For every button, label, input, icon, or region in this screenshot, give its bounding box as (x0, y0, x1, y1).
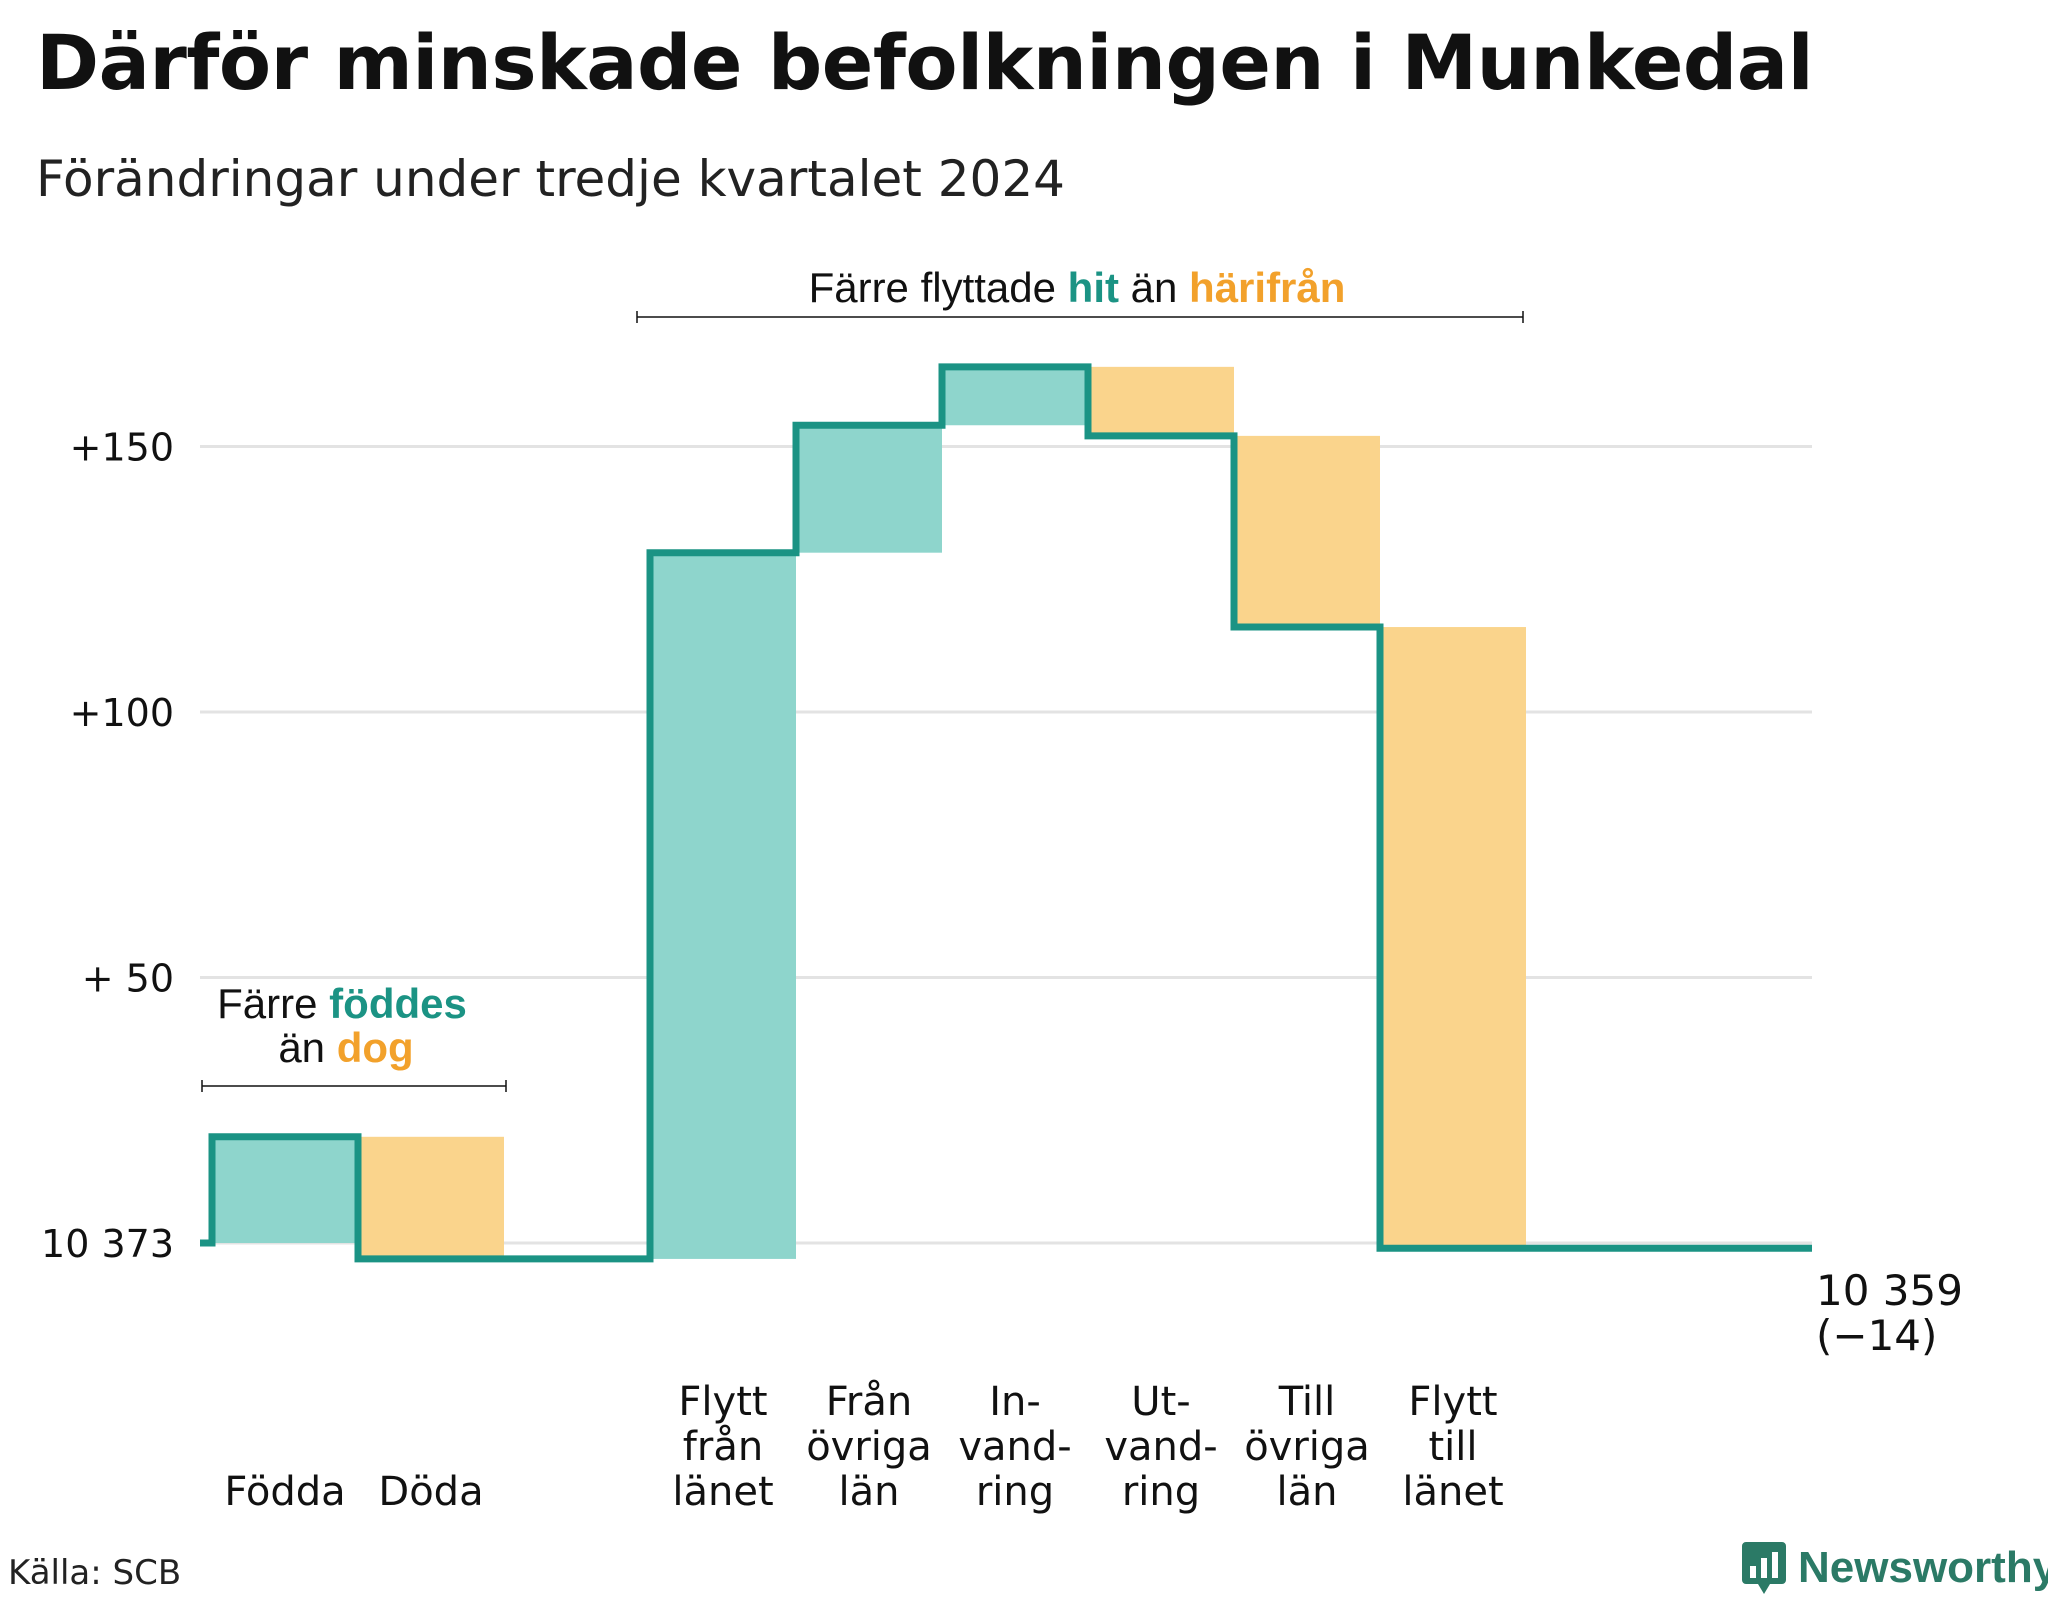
moves-middle: än (1119, 264, 1189, 311)
category-label: Flytt (1408, 1379, 1497, 1425)
category-label: län (839, 1469, 900, 1515)
chart-title: Därför minskade befolkningen i Munkedal (36, 18, 1814, 107)
category-label: till (1428, 1424, 1477, 1470)
category-label: länet (1402, 1469, 1503, 1515)
y-tick-label: +100 (70, 691, 174, 735)
moves-highlight-harifran: härifrån (1189, 264, 1345, 311)
bar-ut--vand--ring (1088, 366, 1234, 436)
category-label: länet (672, 1469, 773, 1515)
bar-från-övriga-län (796, 425, 942, 553)
category-label: In- (989, 1379, 1041, 1425)
end-value-label: 10 359 (1816, 1266, 1963, 1315)
moves-annotation: Färre flyttade hit än härifrån (636, 264, 1524, 323)
source-note: Källa: SCB (8, 1553, 182, 1593)
newsworthy-logo: Newsworthy (1740, 1540, 2048, 1596)
y-tick-label: +150 (70, 426, 174, 470)
y-tick-label: 10 373 (41, 1222, 174, 1266)
category-label: Födda (224, 1469, 345, 1515)
bar-chart-bubble-icon (1742, 1542, 1786, 1594)
net-change-label: (−14) (1816, 1311, 1937, 1360)
bars (212, 366, 1526, 1259)
category-label: län (1277, 1469, 1338, 1515)
logo-text: Newsworthy (1798, 1543, 2048, 1592)
births-prefix: Färre (217, 980, 329, 1027)
category-label: ring (1122, 1469, 1200, 1515)
births-annotation: Färre föddes än dog (201, 980, 507, 1092)
moves-highlight-hit: hit (1068, 264, 1119, 311)
category-label: Ut- (1131, 1379, 1190, 1425)
y-tick-label: + 50 (82, 957, 174, 1001)
category-label: Till (1278, 1379, 1336, 1425)
deaths-highlight: dog (337, 1024, 414, 1071)
category-label: Döda (378, 1469, 483, 1515)
moves-prefix: Färre flyttade (809, 264, 1068, 311)
end-value-labels: 10 359 (−14) (1816, 1266, 1963, 1360)
category-label: övriga (1244, 1424, 1370, 1470)
category-label: vand- (1104, 1424, 1217, 1470)
bar-flytt-från-länet (650, 552, 796, 1259)
bar-till-övriga-län (1234, 435, 1380, 628)
category-label: från (683, 1424, 763, 1470)
running-total-line (200, 363, 1812, 1263)
category-labels: Födda DödaFlyttfrånlänetFrånövrigalänIn-v… (224, 1379, 1503, 1515)
svg-text:Färre föddes: Färre föddes (217, 980, 467, 1027)
bar-födda (212, 1136, 358, 1243)
bar-in--vand--ring (942, 366, 1088, 426)
svg-text:Färre flyttade hit än härifrån: Färre flyttade hit än härifrån (809, 264, 1346, 311)
category-label: vand- (958, 1424, 1071, 1470)
category-label: Flytt (678, 1379, 767, 1425)
category-label: ring (976, 1469, 1054, 1515)
svg-text:än dog: än dog (278, 1024, 413, 1071)
chart-subtitle: Förändringar under tredje kvartalet 2024 (36, 150, 1065, 208)
births-highlight: föddes (329, 980, 467, 1027)
bar-flytt-till-länet (1380, 627, 1526, 1249)
category-label: övriga (806, 1424, 932, 1470)
gridlines (200, 445, 1812, 1245)
category-label: Från (826, 1379, 912, 1425)
y-axis-ticks: 10 373 + 50 +100 +150 (41, 426, 174, 1267)
deaths-prefix: än (278, 1024, 336, 1071)
bar-döda (358, 1136, 504, 1259)
